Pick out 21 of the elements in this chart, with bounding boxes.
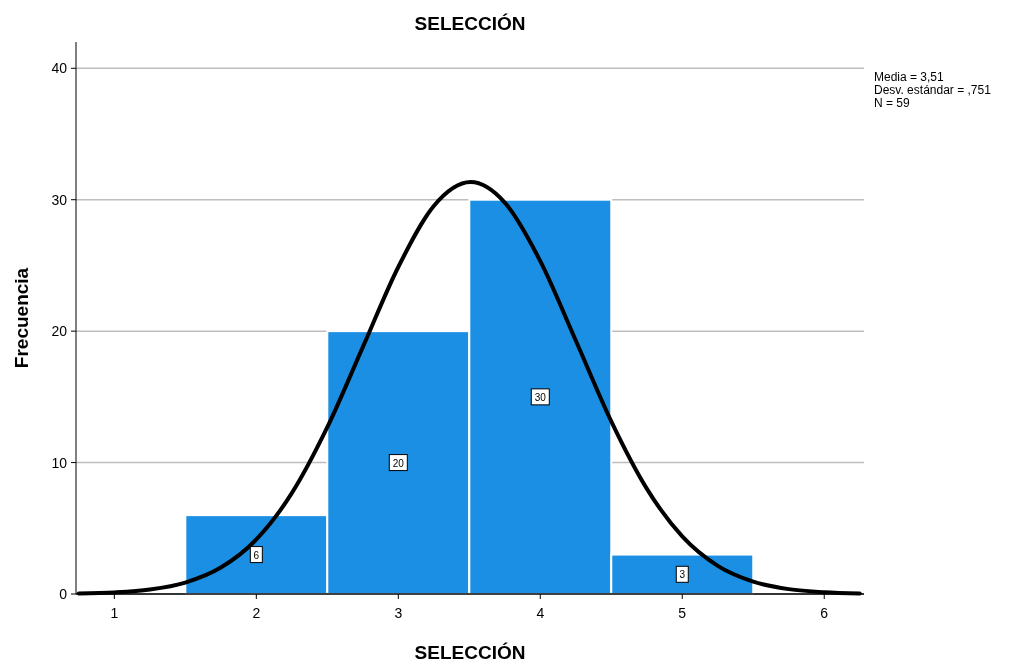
data-label: 3 [679,569,686,581]
text: Media = 3,51 [874,70,945,84]
y-tick-label: 40 [51,60,68,77]
x-tick-label: 3 [394,605,403,621]
x-tick-label: 2 [252,605,261,621]
x-tick-label: 1 [110,605,119,621]
x-tick-label: 5 [678,605,687,621]
y-tick-label: 10 [51,454,68,471]
x-axis-title: SELECCIÓN [414,642,526,663]
chart-title: SELECCIÓN [414,13,526,34]
text: N = 59 [874,96,911,110]
y-tick-label: 20 [51,323,68,340]
data-label: 20 [392,457,405,469]
y-tick-label: 30 [51,191,68,208]
y-axis-title: Frecuencia [11,267,32,369]
y-tick-label: 0 [59,586,68,602]
data-label: 6 [253,549,260,561]
data-label: 30 [534,391,547,403]
text: Desv. estándar = ,751 [874,83,992,97]
x-tick-label: 4 [536,605,545,621]
x-tick-label: 6 [820,605,829,621]
